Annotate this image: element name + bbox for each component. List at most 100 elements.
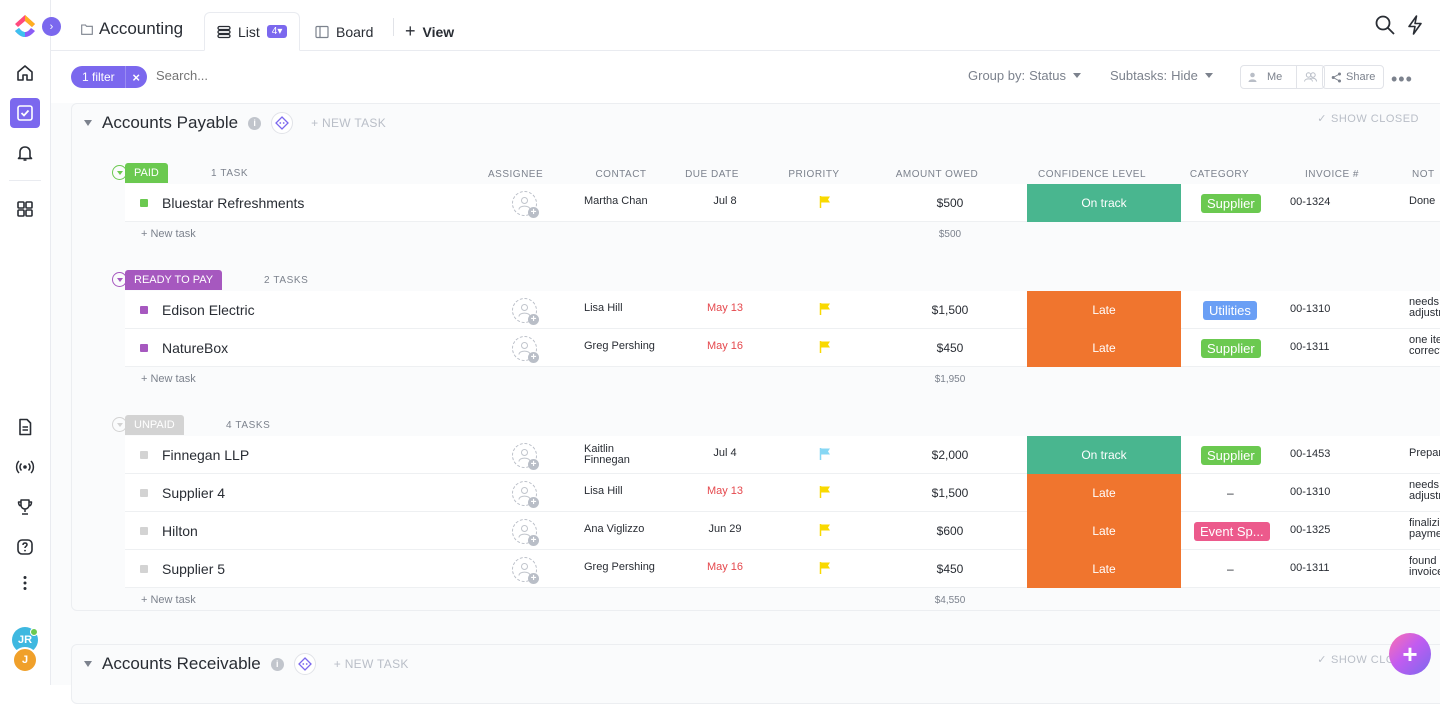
filter-pill[interactable]: 1 filter × [71, 66, 147, 88]
avatar-j[interactable]: J [12, 647, 38, 673]
priority-flag-icon[interactable] [819, 447, 831, 461]
invoice-cell[interactable]: 00-1311 [1290, 562, 1330, 574]
column-header-invoice[interactable]: INVOICE # [1292, 169, 1372, 180]
more-options-icon[interactable]: ••• [1391, 69, 1413, 90]
collapse-list-icon[interactable] [84, 661, 92, 667]
info-icon[interactable]: i [248, 117, 261, 130]
new-task-button[interactable]: + NEW TASK [311, 116, 386, 130]
due-date-cell[interactable]: May 16 [690, 340, 760, 352]
add-task-link[interactable]: + New task [141, 373, 196, 385]
notes-cell[interactable]: one item correct [1409, 335, 1440, 357]
docs-icon[interactable] [10, 412, 40, 442]
status-square[interactable] [140, 565, 148, 573]
table-row[interactable]: Bluestar Refreshments Martha Chan Jul 8 … [125, 184, 1440, 222]
quick-create-plus-button[interactable]: + [1389, 633, 1431, 675]
confidence-cell[interactable]: On track [1027, 184, 1181, 222]
assignee-placeholder-icon[interactable] [512, 336, 537, 361]
status-badge-unpaid[interactable]: UNPAID [125, 415, 184, 435]
table-row[interactable]: Edison Electric Lisa Hill May 13 $1,500 … [125, 291, 1440, 329]
due-date-cell[interactable]: Jun 29 [690, 523, 760, 535]
confidence-cell[interactable]: On track [1027, 436, 1181, 474]
column-header-due-date[interactable]: DUE DATE [677, 169, 747, 180]
invoice-cell[interactable]: 00-1311 [1290, 341, 1330, 353]
group-by-dropdown[interactable]: Group by: Status [968, 68, 1081, 83]
category-tag[interactable]: Utilities [1203, 301, 1257, 320]
share-button[interactable]: Share [1322, 65, 1384, 89]
amount-cell[interactable]: $450 [905, 562, 995, 576]
status-square[interactable] [140, 344, 148, 352]
automation-bot-icon[interactable] [271, 112, 293, 134]
assignee-placeholder-icon[interactable] [512, 191, 537, 216]
confidence-cell[interactable]: Late [1027, 512, 1181, 550]
assignee-placeholder-icon[interactable] [512, 557, 537, 582]
me-filter-button[interactable]: Me [1241, 66, 1296, 88]
due-date-cell[interactable]: May 13 [690, 485, 760, 497]
priority-flag-icon[interactable] [819, 523, 831, 537]
contact-cell[interactable]: Lisa Hill [584, 486, 664, 497]
column-header-assignee[interactable]: ASSIGNEE [488, 169, 538, 180]
notifications-bell-icon[interactable] [10, 138, 40, 168]
automation-bot-icon[interactable] [294, 653, 316, 675]
lightning-bolt-icon[interactable] [1404, 14, 1426, 36]
pulse-broadcast-icon[interactable] [10, 452, 40, 482]
notes-cell[interactable]: found er invoice [1409, 556, 1440, 578]
list-count-badge[interactable]: 4▾ [267, 25, 288, 38]
notes-cell[interactable]: needs adjustme [1409, 297, 1440, 319]
contact-cell[interactable]: Ana Viglizzo [584, 524, 664, 535]
priority-flag-icon[interactable] [819, 302, 831, 316]
category-tag[interactable]: Event Sp... [1194, 522, 1270, 541]
contact-cell[interactable]: Martha Chan [584, 196, 664, 207]
assignees-button[interactable] [1296, 66, 1324, 88]
amount-cell[interactable]: $1,500 [905, 486, 995, 500]
task-name[interactable]: NatureBox [162, 340, 228, 356]
invoice-cell[interactable]: 00-1453 [1290, 448, 1330, 460]
add-task-link[interactable]: + New task [141, 228, 196, 240]
home-icon[interactable] [10, 58, 40, 88]
contact-cell[interactable]: Greg Pershing [584, 562, 664, 573]
more-vertical-icon[interactable] [10, 568, 40, 598]
column-header-category[interactable]: CATEGORY [1182, 169, 1257, 180]
collapse-list-icon[interactable] [84, 120, 92, 126]
priority-flag-icon[interactable] [819, 485, 831, 499]
list-title[interactable]: Accounts Receivable [102, 654, 261, 674]
search-input[interactable] [156, 68, 356, 83]
info-icon[interactable]: i [271, 658, 284, 671]
task-name[interactable]: Edison Electric [162, 302, 255, 318]
amount-cell[interactable]: $2,000 [905, 448, 995, 462]
list-title[interactable]: Accounts Payable [102, 113, 238, 133]
priority-flag-icon[interactable] [819, 195, 831, 209]
table-row[interactable]: Hilton Ana Viglizzo Jun 29 $600 Late Eve… [125, 512, 1440, 550]
task-name[interactable]: Supplier 4 [162, 485, 225, 501]
due-date-cell[interactable]: May 13 [690, 302, 760, 314]
notes-cell[interactable]: Done [1409, 196, 1440, 207]
task-name[interactable]: Finnegan LLP [162, 447, 249, 463]
status-badge-ready-to-pay[interactable]: READY TO PAY [125, 270, 222, 290]
confidence-cell[interactable]: Late [1027, 291, 1181, 329]
add-task-link[interactable]: + New task [141, 594, 196, 606]
category-tag[interactable]: Supplier [1201, 194, 1261, 213]
confidence-cell[interactable]: Late [1027, 550, 1181, 588]
invoice-cell[interactable]: 00-1310 [1290, 303, 1330, 315]
expand-sidebar-chevron-icon[interactable]: › [42, 17, 61, 36]
amount-cell[interactable]: $450 [905, 341, 995, 355]
priority-flag-icon[interactable] [819, 561, 831, 575]
help-icon[interactable] [10, 532, 40, 562]
tab-list[interactable]: List 4▾ [204, 12, 300, 51]
invoice-cell[interactable]: 00-1325 [1290, 524, 1330, 536]
table-row[interactable]: Finnegan LLP Kaitlin Finnegan Jul 4 $2,0… [125, 436, 1440, 474]
status-square[interactable] [140, 199, 148, 207]
assignee-placeholder-icon[interactable] [512, 481, 537, 506]
status-square[interactable] [140, 527, 148, 535]
status-square[interactable] [140, 489, 148, 497]
notes-cell[interactable]: finalizing payment [1409, 518, 1440, 540]
filter-label[interactable]: 1 filter [71, 66, 125, 88]
due-date-cell[interactable]: May 16 [690, 561, 760, 573]
column-header-priority[interactable]: PRIORITY [779, 169, 849, 180]
category-tag[interactable]: Supplier [1201, 339, 1261, 358]
dashboards-icon[interactable] [10, 194, 40, 224]
clear-filter-icon[interactable]: × [125, 66, 147, 88]
notes-cell[interactable]: needs adjustme [1409, 480, 1440, 502]
column-header-amount-owed[interactable]: AMOUNT OWED [892, 169, 982, 180]
priority-flag-icon[interactable] [819, 340, 831, 354]
table-row[interactable]: Supplier 4 Lisa Hill May 13 $1,500 Late … [125, 474, 1440, 512]
